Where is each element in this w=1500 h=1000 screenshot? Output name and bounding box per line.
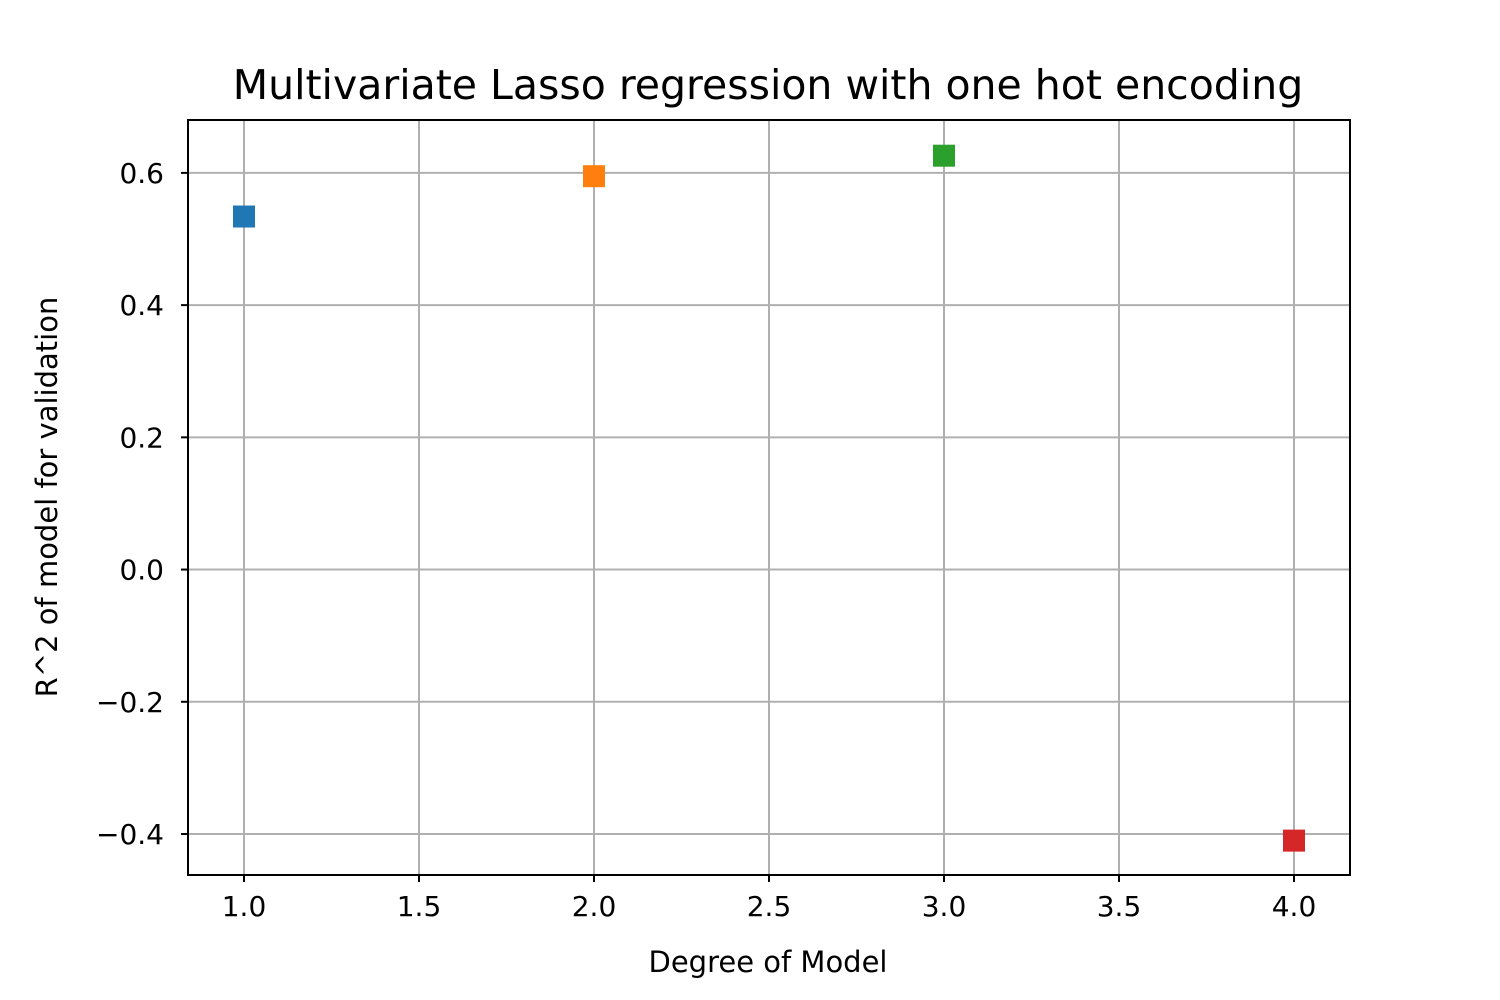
x-axis-label: Degree of Model: [648, 945, 887, 979]
y-tick-label: −0.4: [96, 818, 164, 851]
chart-title: Multivariate Lasso regression with one h…: [233, 61, 1304, 109]
y-tick-label: 0.2: [119, 421, 164, 454]
data-point-marker: [1283, 829, 1305, 852]
y-tick-label: 0.4: [119, 289, 164, 322]
grid: [188, 120, 1350, 875]
y-axis-label: R^2 of model for validation: [30, 297, 64, 698]
x-tick-label: 3.5: [1097, 890, 1142, 923]
y-tick-label: 0.0: [119, 554, 164, 587]
data-point-marker: [583, 165, 605, 188]
x-tick-label: 2.0: [572, 890, 617, 923]
axis-ticks: 1.0 1.5 2.0 2.5 3.0 3.5 4.0 0.6 0.4 0.2 0.0 −0.2 −0.…: [96, 157, 1316, 923]
x-tick-label: 3.0: [922, 890, 967, 923]
x-tick-label: 2.5: [747, 890, 792, 923]
y-tick-label: 0.6: [119, 157, 164, 190]
x-tick-label: 1.0: [222, 890, 267, 923]
y-tick-label: −0.2: [96, 686, 164, 719]
data-point-marker: [233, 205, 255, 228]
data-point-marker: [933, 144, 955, 167]
x-tick-label: 1.5: [397, 890, 442, 923]
x-tick-label: 4.0: [1272, 890, 1317, 923]
data-points: [233, 144, 1305, 852]
